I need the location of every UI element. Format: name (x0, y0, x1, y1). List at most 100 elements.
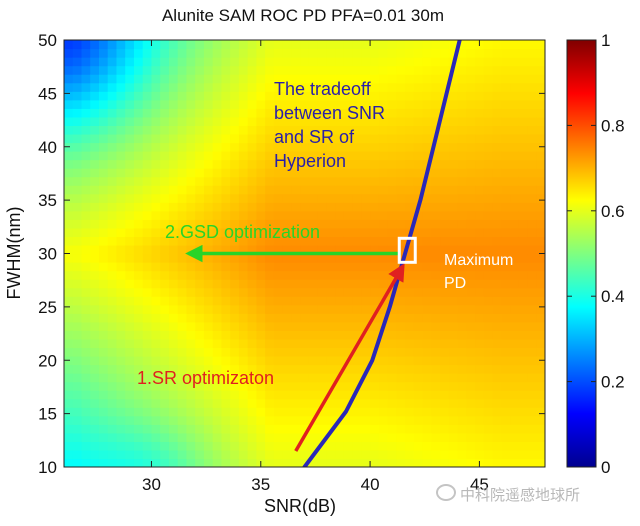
heat-cell (125, 202, 135, 212)
heat-cell (527, 74, 537, 84)
heat-cell (168, 57, 179, 67)
heat-cell (300, 364, 310, 374)
heat-cell (282, 407, 292, 417)
heat-cell (378, 407, 389, 417)
heat-cell (308, 355, 319, 366)
heat-cell (343, 91, 354, 101)
heat-cell (133, 330, 144, 340)
heat-cell (90, 338, 100, 349)
heat-cell (282, 159, 292, 169)
heat-cell (90, 407, 100, 417)
heat-cell (527, 296, 537, 306)
heat-cell (282, 40, 292, 50)
heat-cell (378, 287, 389, 297)
heat-cell (177, 449, 188, 460)
heat-cell (273, 287, 284, 297)
heat-cell (230, 159, 240, 169)
heat-cell (221, 381, 231, 391)
heat-cell (98, 441, 109, 451)
heat-cell (168, 74, 179, 84)
heat-cell (81, 381, 91, 391)
heat-cell (466, 279, 476, 289)
heat-cell (308, 116, 319, 126)
heat-cell (361, 193, 371, 203)
heat-cell (273, 57, 284, 67)
heat-cell (212, 441, 223, 451)
heat-cell (510, 116, 520, 126)
heat-cell (378, 415, 389, 425)
heat-cell (413, 142, 424, 152)
heat-cell (72, 364, 83, 374)
y-tick-label: 15 (38, 405, 57, 424)
heat-cell (107, 99, 118, 109)
heat-cell (151, 40, 161, 50)
heat-cell (273, 176, 284, 186)
heat-cell (378, 390, 389, 400)
heat-cell (186, 125, 196, 135)
heat-cell (501, 347, 511, 357)
heat-cell (221, 262, 231, 272)
heat-cell (265, 219, 275, 229)
heat-cell (501, 244, 511, 255)
heat-cell (527, 227, 537, 238)
heat-cell (352, 253, 362, 263)
heat-cell (64, 236, 74, 246)
heat-cell (133, 355, 144, 366)
heat-cell (160, 390, 170, 400)
heat-cell (221, 330, 231, 340)
heat-cell (107, 458, 118, 467)
heat-cell (125, 347, 135, 357)
heat-cell (308, 219, 319, 229)
heat-cell (291, 151, 301, 161)
heat-cell (352, 99, 362, 109)
heat-cell (64, 373, 74, 383)
heat-cell (518, 313, 529, 323)
heat-cell (475, 287, 485, 297)
heat-cell (457, 219, 467, 229)
heat-cell (151, 219, 161, 229)
heat-cell (335, 219, 345, 229)
heat-cell (352, 355, 362, 366)
heat-cell (186, 458, 196, 467)
heat-cell (396, 74, 406, 84)
heat-cell (98, 108, 109, 118)
heat-cell (160, 296, 170, 306)
heat-cell (291, 398, 301, 408)
heat-cell (265, 202, 275, 212)
heat-cell (81, 244, 91, 255)
heat-cell (125, 449, 135, 460)
heat-cell (518, 338, 529, 349)
heat-cell (378, 116, 389, 126)
heat-cell (282, 424, 292, 434)
heat-cell (64, 219, 74, 229)
heat-cell (133, 219, 144, 229)
heat-cell (273, 458, 284, 467)
heat-cell (422, 57, 432, 67)
heat-cell (361, 185, 371, 195)
heat-cell (160, 424, 170, 434)
heat-cell (300, 424, 310, 434)
heat-cell (64, 390, 74, 400)
heat-cell (352, 458, 362, 467)
heat-cell (501, 108, 511, 118)
heat-cell (431, 168, 441, 178)
heat-cell (501, 270, 511, 280)
heat-cell (510, 99, 520, 109)
heat-cell (238, 65, 249, 75)
heat-cell (475, 108, 485, 118)
heat-cell (116, 82, 126, 92)
heat-cell (212, 142, 223, 152)
heat-cell (273, 313, 284, 323)
heat-cell (221, 338, 231, 349)
heat-cell (536, 398, 545, 408)
heat-cell (160, 355, 170, 366)
heat-cell (405, 108, 415, 118)
heat-cell (203, 373, 214, 383)
heat-cell (483, 313, 494, 323)
heat-cell (177, 99, 188, 109)
heat-cell (475, 304, 485, 314)
heat-cell (378, 381, 389, 391)
heat-cell (308, 398, 319, 408)
heat-cell (256, 202, 266, 212)
heat-cell (370, 373, 380, 383)
